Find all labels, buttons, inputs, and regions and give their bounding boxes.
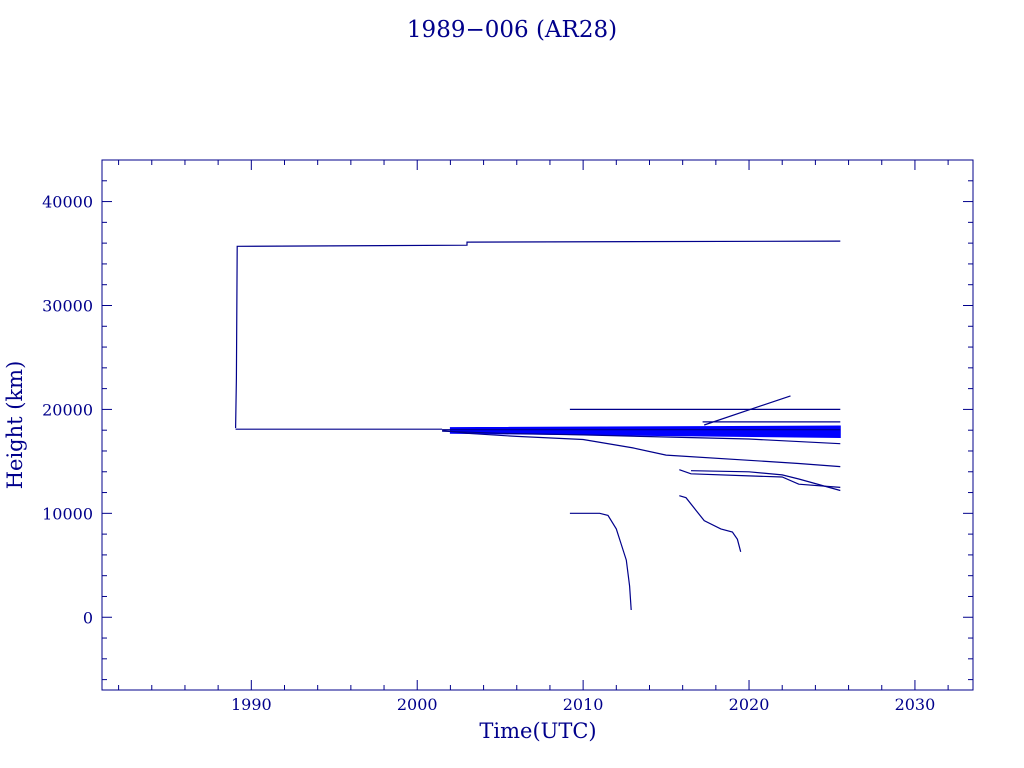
- series-line-6: [704, 395, 791, 426]
- series-line-8: [679, 469, 841, 488]
- y-tick-label: 0: [83, 608, 93, 627]
- x-tick-label: 2010: [563, 695, 604, 714]
- y-tick-label: 40000: [42, 193, 93, 212]
- series-line-1: [235, 240, 841, 429]
- plot-frame: [101, 159, 974, 691]
- series-line-11: [679, 495, 742, 552]
- series-line-10: [569, 512, 632, 611]
- x-axis-label: Time(UTC): [479, 719, 596, 743]
- y-tick-label: 10000: [42, 504, 93, 523]
- series-line-3: [442, 429, 841, 468]
- axis-ticks: [102, 159, 973, 690]
- y-tick-label: 30000: [42, 296, 93, 315]
- x-tick-label: 2000: [397, 695, 438, 714]
- x-tick-label: 2030: [895, 695, 936, 714]
- series-line-7: [442, 430, 841, 445]
- plot-area: [235, 240, 841, 611]
- chart-title: 1989−006 (AR28): [407, 17, 617, 43]
- axis-tick-labels: 1990 2000 2010 2020 2030 0 10000 20000 30000 4000…: [42, 193, 935, 714]
- series-line-9: [690, 470, 841, 492]
- y-axis-label: Height (km): [3, 361, 27, 490]
- x-tick-label: 2020: [729, 695, 770, 714]
- x-tick-label: 1990: [231, 695, 272, 714]
- y-tick-label: 20000: [42, 400, 93, 419]
